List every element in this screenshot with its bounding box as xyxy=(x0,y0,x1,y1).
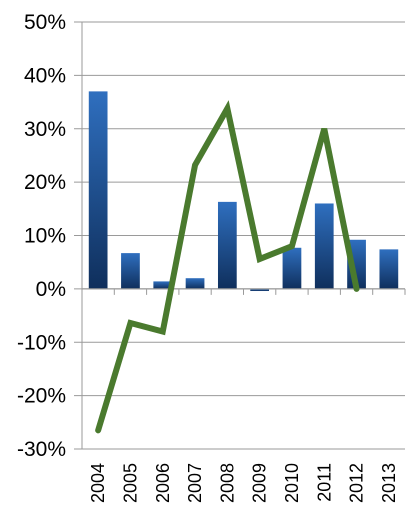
bar-2008 xyxy=(217,201,237,289)
y-tick-label: 50% xyxy=(24,11,66,34)
line-point-2006 xyxy=(162,331,164,333)
y-axis: 50% 40% 30% 20% 10% 0% -10% -20% -30% xyxy=(17,11,83,461)
bar-2005 xyxy=(121,253,140,289)
x-tick-label: 2009 xyxy=(250,463,270,503)
x-tick-label: 2012 xyxy=(347,463,367,503)
y-tick-label: -10% xyxy=(17,331,66,354)
line-point-2008 xyxy=(226,107,228,109)
y-tick-label: -20% xyxy=(17,385,66,408)
line-point-2011 xyxy=(323,128,325,130)
y-tick-label: 10% xyxy=(24,225,66,248)
line-point-2010 xyxy=(291,245,293,247)
x-axis xyxy=(81,288,406,295)
bar-2013 xyxy=(379,249,399,289)
bar-2004 xyxy=(88,91,108,289)
gridlines xyxy=(74,21,405,450)
bar-2007 xyxy=(185,278,205,289)
x-tick-labels: 2004 2005 2006 2007 2008 2009 2010 2011 2012 2013 xyxy=(88,463,399,503)
line-point-2007 xyxy=(194,164,196,166)
x-tick-label: 2007 xyxy=(185,463,205,503)
y-tick-label: 0% xyxy=(36,278,66,301)
x-tick-label: 2011 xyxy=(314,463,334,502)
bar-2009 xyxy=(250,288,270,292)
y-tick-label: 30% xyxy=(24,118,66,141)
x-tick-label: 2006 xyxy=(153,463,173,503)
x-tick-label: 2013 xyxy=(379,463,399,503)
y-tick-label: 20% xyxy=(24,171,66,194)
y-tick-label: -30% xyxy=(17,438,66,461)
x-tick-label: 2004 xyxy=(88,463,108,503)
bar-series xyxy=(88,91,399,292)
line-series xyxy=(95,100,360,434)
x-tick-label: 2005 xyxy=(120,463,140,503)
bar-2006 xyxy=(153,281,173,289)
bar-2011 xyxy=(314,203,334,289)
y-tick-label: 40% xyxy=(24,64,66,87)
line-point-2009 xyxy=(259,258,261,260)
x-tick-label: 2008 xyxy=(217,463,237,503)
line-point-2005 xyxy=(129,322,131,324)
line-point-2012 xyxy=(356,288,358,290)
bar-2010 xyxy=(282,247,302,289)
line-point-2004 xyxy=(97,429,99,431)
x-tick-label: 2010 xyxy=(282,463,302,503)
